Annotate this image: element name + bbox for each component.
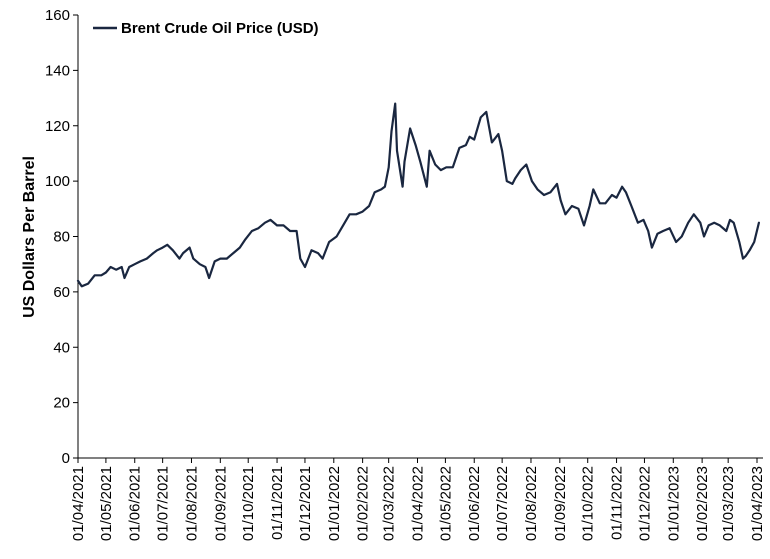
x-tick-label: 01/11/2021 (269, 466, 286, 540)
x-tick-label: 01/04/2021 (70, 466, 87, 541)
series-lines (76, 102, 760, 288)
y-axis-ticks: 0 20 40 60 80 100 120 140 160 (45, 7, 78, 467)
y-tick-label: 40 (53, 339, 70, 356)
x-tick-label: 01/05/2022 (437, 466, 454, 541)
x-tick-label: 01/12/2021 (297, 466, 314, 541)
x-tick-label: 01/12/2022 (636, 466, 653, 541)
x-tick-label: 01/11/2022 (609, 466, 626, 540)
y-tick-label: 140 (45, 62, 70, 79)
series-line (76, 102, 760, 288)
x-tick-label: 01/10/2021 (240, 466, 257, 541)
x-tick-label: 01/03/2023 (720, 466, 737, 541)
x-tick-label: 01/05/2021 (98, 466, 115, 541)
x-tick-label: 01/01/2022 (326, 466, 343, 541)
y-tick-label: 20 (53, 395, 70, 412)
x-tick-label: 01/02/2023 (694, 466, 711, 541)
x-tick-label: 01/08/2022 (523, 466, 540, 541)
x-tick-label: 01/04/2022 (410, 466, 427, 541)
x-tick-label: 01/04/2023 (749, 466, 766, 541)
y-tick-label: 100 (45, 173, 70, 190)
x-tick-label: 01/03/2022 (381, 466, 398, 541)
axes (77, 15, 763, 459)
y-tick-label: 120 (45, 118, 70, 135)
x-tick-label: 01/02/2022 (355, 466, 372, 541)
x-tick-label: 01/06/2021 (127, 466, 144, 541)
x-tick-label: 01/09/2021 (212, 466, 229, 541)
x-tick-label: 01/07/2022 (494, 466, 511, 541)
x-tick-label: 01/07/2021 (155, 466, 172, 541)
y-tick-label: 60 (53, 284, 70, 301)
y-axis-title: US Dollars Per Barrel (21, 156, 38, 318)
y-tick-label: 0 (62, 450, 70, 467)
y-tick-label: 160 (45, 7, 70, 24)
legend: Brent Crude Oil Price (USD) (93, 20, 319, 37)
x-tick-label: 01/08/2021 (183, 466, 200, 541)
legend-label: Brent Crude Oil Price (USD) (121, 20, 319, 37)
x-tick-label: 01/06/2022 (466, 466, 483, 541)
x-axis-ticks: 01/04/2021 01/05/2021 01/06/2021 01/07/2021… (70, 458, 766, 541)
x-tick-label: 01/09/2022 (552, 466, 569, 541)
y-tick-label: 80 (53, 229, 70, 246)
x-tick-label: 01/01/2023 (665, 466, 682, 541)
x-tick-label: 01/10/2022 (580, 466, 597, 541)
